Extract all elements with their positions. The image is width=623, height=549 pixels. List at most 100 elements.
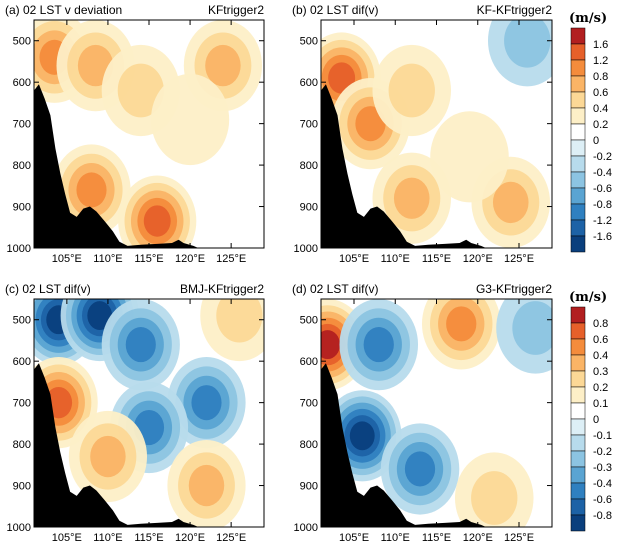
colorbar-swatch: [570, 370, 586, 388]
contour-c-8-1: [216, 299, 263, 343]
colorbar-label: -0.4: [593, 478, 612, 490]
x-tick-label: 120°E: [463, 532, 493, 544]
contour-d-0-5: [321, 330, 341, 360]
contour-field: [321, 299, 552, 527]
colorbar-swatch: [570, 466, 586, 484]
colorbar-swatch: [570, 338, 586, 356]
colorbar-label: -1.6: [593, 231, 612, 243]
contour-b-2-1: [388, 63, 435, 118]
contour-b-5-1: [504, 20, 551, 68]
x-tick-label: 125°E: [216, 253, 246, 265]
x-tick-label: 110°E: [381, 253, 410, 265]
colorbar-swatch: [570, 123, 586, 141]
colorbar-label: 0.8: [593, 71, 608, 83]
y-tick-label: 500: [300, 315, 318, 327]
colorbar-label: -0.8: [593, 510, 612, 522]
colorbar-label: 0.1: [593, 398, 608, 410]
colorbar-swatch: [570, 203, 586, 221]
y-tick-label: 900: [300, 202, 318, 214]
colorbar-label: -0.3: [593, 462, 612, 474]
panel-a: 500 600 700 800 900 1000 105°E 110°E 115°E 120°E 1…: [5, 3, 265, 265]
contour-a-2-1: [117, 63, 164, 118]
y-tick-label: 600: [13, 356, 31, 368]
panel-b: 500 600 700 800 900 1000 105°E 110°E 115°E 120°E 1…: [292, 3, 553, 265]
y-tick-label: 1000: [7, 522, 31, 534]
colorbar-label: 0.4: [593, 103, 608, 115]
colorbar-swatch: [570, 482, 586, 500]
colorbar-swatch: [570, 59, 586, 77]
colorbar-label: 0.6: [593, 334, 608, 346]
panel-d: 500 600 700 800 900 1000 105°E 110°E 115°E 120°E 1…: [292, 282, 553, 544]
colorbar-label: 0: [593, 414, 599, 426]
contour-c-6-2: [90, 435, 126, 478]
terrain: [34, 84, 199, 248]
panel-title-left: (a) 02 LST v deviation: [5, 3, 122, 17]
y-tick-label: 800: [300, 160, 318, 172]
contour-d-4-3: [446, 306, 477, 342]
contour-field: [321, 20, 552, 248]
y-tick-label: 700: [13, 119, 31, 131]
y-tick-label: 1000: [7, 243, 31, 255]
contour-a-6-0: [150, 73, 230, 166]
y-tick-label: 600: [300, 77, 318, 89]
colorbar-swatch: [570, 139, 586, 157]
contour-d-5-1: [512, 301, 552, 355]
x-tick-label: 110°E: [381, 532, 410, 544]
colorbar-swatch: [570, 354, 586, 372]
colorbar-label: -0.6: [593, 183, 612, 195]
y-tick-label: 800: [13, 160, 31, 172]
colorbar-swatch: [570, 418, 586, 436]
contour-a-5-4: [143, 205, 171, 237]
colorbar-swatch: [570, 171, 586, 189]
contour-a-3-2: [205, 44, 241, 87]
colorbar-swatch: [570, 27, 586, 45]
x-tick-label: 120°E: [463, 253, 493, 265]
x-tick-label: 110°E: [93, 253, 122, 265]
contour-b-0-4: [328, 62, 356, 94]
panel-title-left: (b) 02 LST dif(v): [292, 3, 378, 17]
x-tick-label: 105°E: [339, 532, 369, 544]
colorbar-swatch: [570, 75, 586, 93]
contour-c-1-5: [87, 301, 113, 331]
colorbar-label: -1.2: [593, 215, 612, 227]
colorbar-label: 1.2: [593, 55, 608, 67]
colorbar-top: (m/s) 1.6 1.2 0.8 0.6 0.4 0.2 0 -0.2 -0.4 -0.6 -0.8…: [569, 11, 612, 253]
colorbar-swatch: [570, 219, 586, 237]
panel-title-right: KFtrigger2: [208, 3, 264, 17]
colorbar-label: -0.4: [593, 167, 612, 179]
contour-d-6-1: [471, 471, 518, 525]
colorbar-swatch: [570, 402, 586, 420]
colorbar-label: 0.6: [593, 87, 608, 99]
panel-title-right: KF-KFtrigger2: [477, 3, 553, 17]
colorbar-unit: (m/s): [569, 290, 607, 305]
colorbar-swatch: [570, 498, 586, 516]
x-tick-label: 115°E: [134, 253, 163, 265]
y-tick-label: 600: [300, 356, 318, 368]
contour-a-4-3: [76, 172, 107, 208]
terrain: [34, 363, 199, 527]
y-tick-label: 1000: [294, 522, 318, 534]
colorbar-swatch: [570, 386, 586, 404]
x-tick-label: 125°E: [216, 532, 246, 544]
y-tick-label: 900: [13, 481, 31, 493]
colorbar-label: 0.2: [593, 382, 608, 394]
colorbar-label: -0.2: [593, 446, 612, 458]
panel-c: 500 600 700 800 900 1000 105°E 110°E 115°E 120°E 1…: [5, 282, 265, 544]
colorbar-bottom: (m/s) 0.8 0.6 0.4 0.3 0.2 0.1 0 -0.1 -0.2 -0.3 -0.4…: [569, 290, 612, 532]
y-tick-label: 500: [13, 315, 31, 327]
panel-title-left: (c) 02 LST dif(v): [5, 282, 91, 296]
colorbar-swatch: [570, 514, 586, 532]
y-tick-label: 500: [13, 36, 31, 48]
contour-d-2-3: [363, 327, 394, 363]
terrain: [321, 84, 486, 248]
colorbar-label: 0.2: [593, 119, 608, 131]
panel-title-left: (d) 02 LST dif(v): [292, 282, 378, 296]
y-tick-label: 700: [300, 119, 318, 131]
contour-c-2-3: [125, 327, 156, 363]
colorbar-label: -0.1: [593, 430, 612, 442]
y-tick-label: 900: [300, 481, 318, 493]
x-tick-label: 110°E: [93, 532, 122, 544]
colorbar-swatch: [570, 306, 586, 324]
y-tick-label: 700: [13, 398, 31, 410]
